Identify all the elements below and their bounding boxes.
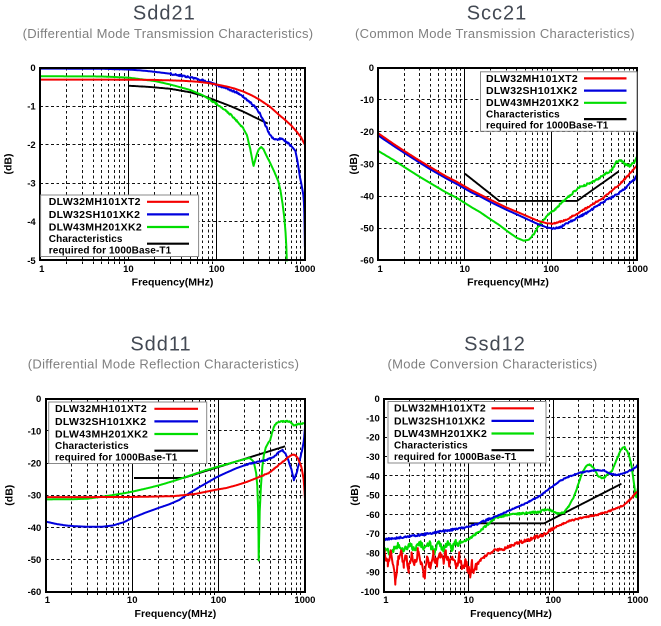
svg-text:Characteristics: Characteristics xyxy=(486,109,560,120)
svg-text:Characteristics: Characteristics xyxy=(55,441,129,452)
svg-text:required for 1000Base-T1: required for 1000Base-T1 xyxy=(49,245,172,256)
svg-text:-30: -30 xyxy=(28,491,42,502)
svg-text:-20: -20 xyxy=(360,127,374,138)
svg-text:-20: -20 xyxy=(28,458,42,469)
svg-text:Frequency(MHz): Frequency(MHz) xyxy=(467,277,549,289)
svg-text:(Mode Conversion Characteristi: (Mode Conversion Characteristics) xyxy=(387,357,597,372)
svg-text:10: 10 xyxy=(464,595,475,606)
svg-text:-60: -60 xyxy=(366,510,380,521)
svg-text:Sdd11: Sdd11 xyxy=(130,334,191,356)
svg-text:-10: -10 xyxy=(366,413,380,424)
svg-text:100: 100 xyxy=(545,595,561,606)
svg-text:-50: -50 xyxy=(28,555,42,566)
svg-text:-100: -100 xyxy=(361,587,380,598)
svg-text:DLW32SH101XK2: DLW32SH101XK2 xyxy=(486,85,577,97)
svg-text:-60: -60 xyxy=(360,256,374,267)
svg-text:-40: -40 xyxy=(366,471,380,482)
svg-text:0: 0 xyxy=(30,63,35,74)
svg-text:(dB): (dB) xyxy=(4,485,16,506)
svg-text:DLW32MH101XT2: DLW32MH101XT2 xyxy=(49,196,141,208)
svg-text:(dB): (dB) xyxy=(348,154,360,175)
svg-text:(dB): (dB) xyxy=(349,485,361,506)
svg-text:0: 0 xyxy=(369,63,374,74)
svg-text:-70: -70 xyxy=(366,529,380,540)
svg-text:(Common Mode Transmission Char: (Common Mode Transmission Characteristic… xyxy=(355,26,635,41)
svg-text:DLW43MH201XK2: DLW43MH201XK2 xyxy=(55,428,148,440)
svg-text:(Differential Mode Transmissio: (Differential Mode Transmission Characte… xyxy=(23,26,314,41)
svg-text:-40: -40 xyxy=(28,523,42,534)
svg-text:-50: -50 xyxy=(366,491,380,502)
svg-text:DLW32SH101XK2: DLW32SH101XK2 xyxy=(49,209,140,221)
svg-text:Frequency(MHz): Frequency(MHz) xyxy=(470,608,552,620)
svg-text:-90: -90 xyxy=(366,568,380,579)
svg-text:1: 1 xyxy=(45,595,51,606)
svg-text:10: 10 xyxy=(460,264,471,275)
svg-text:1: 1 xyxy=(377,264,383,275)
svg-text:Frequency(MHz): Frequency(MHz) xyxy=(135,608,217,620)
svg-text:DLW32SH101XK2: DLW32SH101XK2 xyxy=(394,415,485,427)
svg-text:1000: 1000 xyxy=(294,264,315,275)
svg-text:10: 10 xyxy=(127,595,138,606)
svg-text:-20: -20 xyxy=(366,433,380,444)
svg-text:1: 1 xyxy=(383,595,389,606)
svg-text:Ssd12: Ssd12 xyxy=(464,334,526,356)
svg-text:100: 100 xyxy=(211,595,227,606)
svg-text:DLW32MH101XT2: DLW32MH101XT2 xyxy=(394,403,486,415)
svg-text:DLW43MH201XK2: DLW43MH201XK2 xyxy=(49,221,142,233)
svg-text:0: 0 xyxy=(36,394,41,405)
svg-text:DLW32SH101XK2: DLW32SH101XK2 xyxy=(55,416,146,428)
svg-text:10: 10 xyxy=(123,264,134,275)
svg-text:-40: -40 xyxy=(360,192,374,203)
svg-text:1000: 1000 xyxy=(627,264,648,275)
svg-text:required for 1000Base-T1: required for 1000Base-T1 xyxy=(486,121,609,132)
svg-text:-80: -80 xyxy=(366,548,380,559)
svg-text:Frequency(MHz): Frequency(MHz) xyxy=(132,277,214,289)
svg-text:100: 100 xyxy=(543,264,559,275)
svg-text:Scc21: Scc21 xyxy=(467,3,528,25)
svg-text:100: 100 xyxy=(209,264,225,275)
svg-text:1000: 1000 xyxy=(627,595,648,606)
svg-text:-10: -10 xyxy=(28,426,42,437)
svg-text:-30: -30 xyxy=(360,159,374,170)
svg-text:required for 1000Base-T1: required for 1000Base-T1 xyxy=(394,452,517,463)
svg-text:-3: -3 xyxy=(27,179,35,190)
svg-text:-60: -60 xyxy=(28,587,42,598)
svg-text:DLW32MH101XT2: DLW32MH101XT2 xyxy=(486,73,578,85)
svg-text:0: 0 xyxy=(375,394,380,405)
svg-text:required for 1000Base-T1: required for 1000Base-T1 xyxy=(55,452,178,463)
svg-text:-4: -4 xyxy=(27,217,36,228)
svg-text:-30: -30 xyxy=(366,452,380,463)
svg-text:-2: -2 xyxy=(27,140,35,151)
svg-text:-1: -1 xyxy=(27,102,36,113)
svg-text:(Differential Mode Reflection: (Differential Mode Reflection Characteri… xyxy=(28,357,300,372)
svg-text:-5: -5 xyxy=(27,256,36,267)
svg-text:-10: -10 xyxy=(360,95,374,106)
svg-text:DLW43MH201XK2: DLW43MH201XK2 xyxy=(486,97,579,109)
svg-text:Characteristics: Characteristics xyxy=(49,234,123,245)
svg-text:1000: 1000 xyxy=(294,595,315,606)
svg-text:Sdd21: Sdd21 xyxy=(133,3,196,25)
svg-text:1: 1 xyxy=(39,264,45,275)
svg-text:DLW43MH201XK2: DLW43MH201XK2 xyxy=(394,428,487,440)
svg-text:(dB): (dB) xyxy=(3,154,15,175)
svg-text:-50: -50 xyxy=(360,224,374,235)
svg-text:DLW32MH101XT2: DLW32MH101XT2 xyxy=(55,403,147,415)
svg-text:Characteristics: Characteristics xyxy=(394,441,468,452)
